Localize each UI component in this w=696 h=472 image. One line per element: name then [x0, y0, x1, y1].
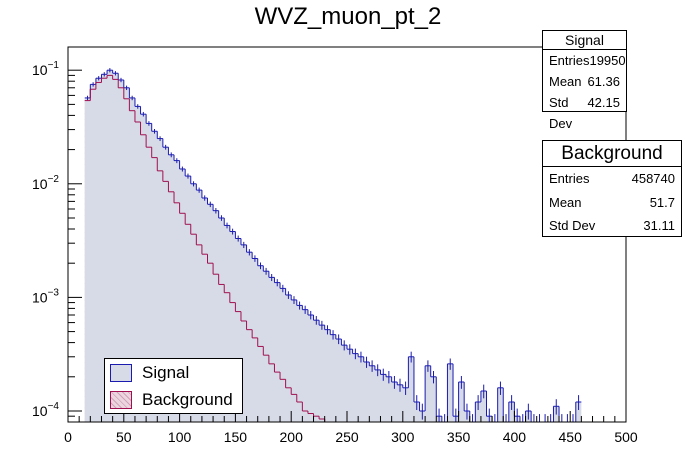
stats-value: 51.7 [649, 194, 675, 210]
signal-stats-title: Signal [543, 31, 626, 50]
background-stats-entries: Entries 458740 [543, 167, 681, 191]
signal-fill [84, 70, 582, 422]
stats-label: Mean [549, 74, 582, 89]
stats-value: 31.11 [643, 218, 675, 233]
y-tick-label: 10−4 [32, 401, 59, 419]
signal-stats-entries: Entries 19950 [543, 50, 626, 71]
x-tick-label: 350 [447, 429, 471, 445]
x-tick-label: 0 [64, 429, 72, 445]
chart-title: WVZ_muon_pt_2 [254, 3, 442, 30]
legend-label-background: Background [142, 389, 233, 409]
y-axis: 10−4 10−3 10−2 10−1 [32, 60, 82, 423]
signal-stats-box: Signal Entries 19950 Mean 61.36 Std Dev … [542, 30, 627, 131]
stats-label: Std Dev [549, 218, 596, 233]
background-stats-mean: Mean 51.7 [543, 191, 681, 215]
stats-value: 458740 [631, 171, 675, 186]
signal-stats-mean: Mean 61.36 [543, 71, 626, 92]
stats-value: 42.15 [587, 95, 620, 110]
background-stats-stddev: Std Dev 31.11 [543, 214, 681, 238]
stats-label: Entries [549, 171, 590, 186]
x-tick-label: 300 [391, 429, 415, 445]
x-tick-label: 500 [614, 429, 638, 445]
stats-value: 61.36 [587, 74, 620, 89]
y-tick-label: 10−1 [32, 60, 59, 78]
stats-label: Std Dev [549, 95, 573, 131]
legend-entry-signal: Signal [105, 359, 242, 386]
signal-swatch [110, 363, 132, 382]
background-stats-box: Background Entries 458740 Mean 51.7 Std … [542, 140, 682, 237]
x-tick-label: 150 [224, 429, 248, 445]
stats-label: Entries [549, 53, 590, 68]
legend-entry-background: Background [105, 386, 242, 413]
background-swatch [110, 390, 132, 409]
background-stats-title: Background [543, 141, 681, 167]
x-tick-label: 100 [168, 429, 192, 445]
y-tick-label: 10−3 [32, 287, 59, 305]
stats-value: 19950 [589, 53, 626, 68]
x-tick-label: 50 [116, 429, 132, 445]
legend-label-signal: Signal [142, 362, 190, 382]
signal-stats-stddev: Std Dev 42.15 [543, 92, 626, 131]
x-tick-label: 200 [280, 429, 304, 445]
stats-label: Mean [549, 194, 582, 210]
x-tick-label: 400 [503, 429, 527, 445]
legend: Signal Background [104, 358, 243, 414]
y-tick-label: 10−2 [32, 174, 59, 192]
x-axis: 0 50 100 150 200 250 300 350 400 450 500 [64, 411, 638, 445]
x-tick-label: 450 [559, 429, 583, 445]
x-tick-label: 250 [335, 429, 359, 445]
